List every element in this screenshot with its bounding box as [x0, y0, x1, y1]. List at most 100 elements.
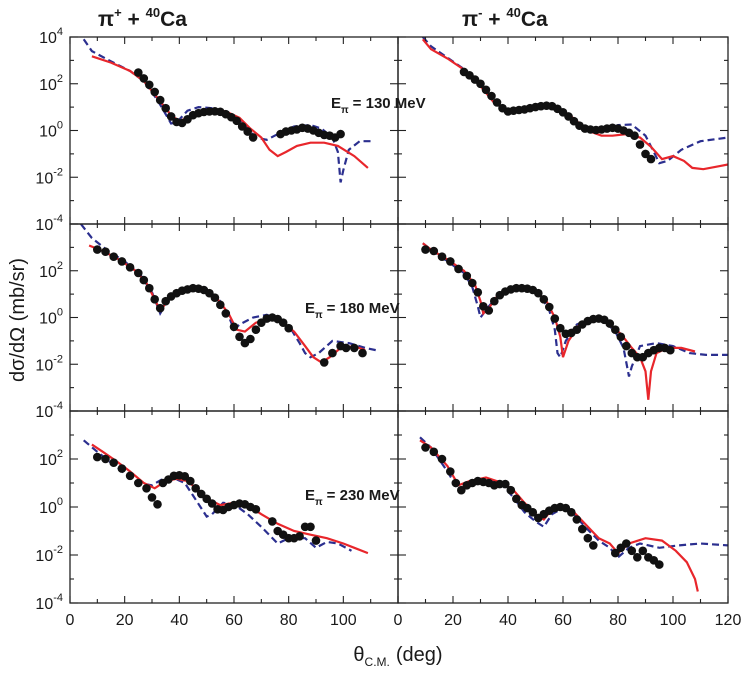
data-point — [572, 515, 582, 524]
data-point — [268, 517, 277, 526]
data-point — [207, 499, 217, 508]
data-point — [216, 300, 225, 310]
data-point — [481, 85, 491, 95]
x-tick-label: 40 — [170, 612, 188, 629]
y-axis-title: dσ/dΩ (mb/sr) — [7, 258, 29, 382]
target-symbol: Ca — [160, 8, 187, 31]
y-tick-label: 10-4 — [35, 213, 63, 234]
dashed-curve — [421, 37, 728, 165]
y-tick-label: 100 — [39, 120, 63, 141]
y-tick-label: 100 — [39, 307, 63, 328]
data-point — [155, 95, 165, 105]
projectile-symbol: π — [98, 8, 114, 31]
data-point — [578, 524, 587, 534]
dashed-curve — [80, 224, 377, 359]
data-point — [446, 257, 455, 266]
data-point — [350, 343, 359, 353]
data-point — [306, 522, 315, 532]
panel-plot-area — [421, 242, 728, 400]
x-tick-label: 20 — [444, 612, 462, 629]
charge-sign: - — [478, 5, 482, 20]
data-point — [437, 454, 447, 464]
data-point — [492, 98, 502, 107]
y-tick-label: 10-2 — [35, 166, 63, 187]
data-point — [462, 271, 472, 281]
data-point — [429, 246, 439, 256]
data-point — [278, 318, 288, 328]
data-point — [583, 533, 593, 543]
data-point — [476, 79, 485, 89]
data-point — [611, 325, 620, 335]
panel-plot-area — [82, 439, 369, 555]
data-point — [473, 288, 483, 297]
figure-labels: 10-4 10-2 100 102 104 10-4 10-2 100 102 10-4 10-2 1… — [7, 5, 741, 669]
mass-number: 40 — [146, 5, 160, 20]
data-point — [589, 541, 598, 550]
panel-plot-area — [82, 38, 371, 183]
data-point — [567, 508, 576, 517]
data-point — [295, 532, 304, 541]
data-point — [155, 303, 165, 313]
y-tick-label: 10-4 — [35, 592, 63, 613]
plus-sign: + — [482, 8, 506, 31]
x-tick-label: 20 — [116, 612, 134, 629]
data-point — [232, 116, 241, 126]
x-tick-label: 40 — [499, 612, 517, 629]
data-point — [572, 325, 582, 335]
y-tick-label: 102 — [39, 448, 63, 469]
data-point — [191, 484, 200, 493]
y-tick-label: 10-2 — [35, 353, 63, 374]
data-point — [468, 278, 477, 288]
data-point — [109, 458, 118, 468]
data-point — [484, 306, 494, 315]
data-point — [101, 454, 110, 464]
data-point — [487, 91, 496, 101]
energy-label: Eπ = 180 MeV — [305, 300, 400, 321]
data-point — [166, 112, 176, 121]
data-point — [150, 295, 159, 304]
data-point — [139, 275, 149, 285]
x-tick-label: 80 — [609, 612, 627, 629]
data-point — [125, 263, 135, 272]
data-point — [454, 264, 463, 274]
data-point — [221, 309, 231, 318]
data-point — [145, 80, 154, 90]
panel-plot-area — [80, 224, 377, 367]
solid-curve — [422, 242, 696, 400]
data-point — [311, 536, 321, 545]
data-point — [134, 268, 143, 278]
data-point — [638, 546, 648, 556]
data-point — [237, 122, 247, 131]
data-point — [437, 252, 447, 261]
panel-frame — [69, 223, 399, 412]
data-point — [550, 314, 560, 323]
panel-r1-c0 — [80, 224, 377, 367]
x-axis-title: θC.M. (deg) — [353, 644, 442, 669]
dashed-curve — [422, 242, 728, 377]
data-point — [251, 505, 261, 514]
projectile-symbol: π — [462, 8, 478, 31]
panel-r2-c0 — [82, 439, 369, 555]
data-point — [161, 103, 170, 113]
x-tick-label: 60 — [554, 612, 572, 629]
y-tick-label: 100 — [39, 496, 63, 517]
data-point — [421, 245, 430, 254]
panel-plot-area — [419, 436, 728, 592]
data-point — [186, 476, 195, 486]
panel-r0-c0 — [82, 38, 371, 183]
data-point — [501, 479, 510, 489]
data-point — [117, 257, 127, 266]
charge-sign: + — [114, 5, 122, 20]
data-point — [145, 283, 154, 293]
data-point — [490, 296, 499, 306]
x-tick-label: 120 — [715, 612, 742, 629]
y-tick-label: 102 — [39, 73, 63, 94]
axis-ticks — [69, 36, 729, 604]
data-point — [229, 322, 239, 332]
panel-frame — [397, 223, 729, 412]
data-point — [101, 247, 110, 256]
y-tick-label: 10-2 — [35, 544, 63, 565]
data-point — [134, 478, 143, 488]
data-point — [150, 87, 159, 97]
column-title: π- + 40Ca — [462, 5, 548, 31]
